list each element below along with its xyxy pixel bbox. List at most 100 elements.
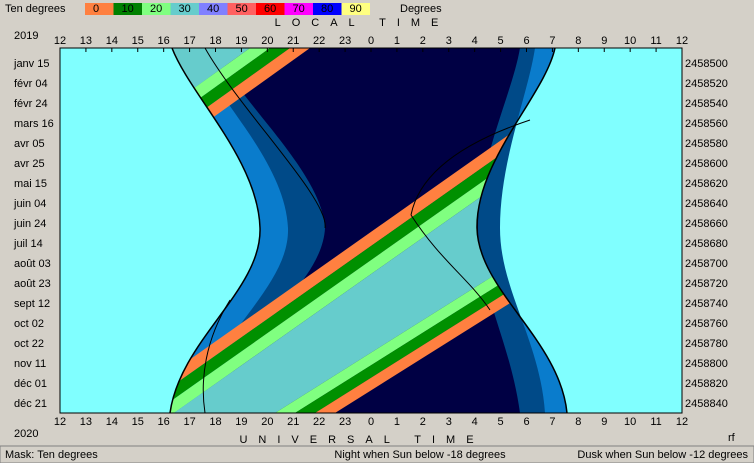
status-night: Night when Sun below -18 degrees — [334, 449, 506, 461]
legend-step: 0 — [93, 3, 99, 15]
legend-step: 20 — [150, 3, 162, 15]
date-label: juin 24 — [13, 218, 46, 230]
top-hour-label: 10 — [624, 35, 636, 47]
bottom-hour-label: 2 — [420, 416, 426, 428]
legend-step: 60 — [264, 3, 276, 15]
date-label: févr 04 — [14, 78, 48, 90]
legend-step: 80 — [321, 3, 333, 15]
object-curve — [204, 48, 326, 229]
legend-step: 70 — [293, 3, 305, 15]
top-hour-label: 15 — [132, 35, 144, 47]
date-label: mars 16 — [14, 118, 54, 130]
legend-step: 50 — [236, 3, 248, 15]
legend-swatch — [284, 3, 313, 15]
bottom-hour-label: 12 — [54, 416, 66, 428]
date-label: janv 15 — [13, 58, 49, 70]
julian-day-label: 2458520 — [685, 78, 728, 90]
bottom-hour-label: 12 — [676, 416, 688, 428]
bottom-hour-label: 16 — [158, 416, 170, 428]
legend-step: 90 — [350, 3, 362, 15]
julian-day-label: 2458700 — [685, 258, 728, 270]
top-hour-label: 17 — [183, 35, 195, 47]
top-hour-label: 19 — [235, 35, 247, 47]
plot — [60, 48, 682, 413]
julian-day-label: 2458720 — [685, 278, 728, 290]
top-hour-label: 2 — [420, 35, 426, 47]
bottom-hour-label: 14 — [106, 416, 118, 428]
object-curve — [410, 214, 491, 311]
date-label: avr 25 — [14, 158, 45, 170]
object-curve — [410, 119, 531, 216]
legend-step: 40 — [207, 3, 219, 15]
status-dusk: Dusk when Sun below -12 degrees — [577, 449, 748, 461]
top-hour-label: 12 — [676, 35, 688, 47]
julian-day-label: 2458600 — [685, 158, 728, 170]
bottom-hour-label: 18 — [209, 416, 221, 428]
top-hour-label: 13 — [80, 35, 92, 47]
light-green-band — [275, 48, 567, 413]
bottom-hour-label: 22 — [313, 416, 325, 428]
bottom-hour-label: 13 — [80, 416, 92, 428]
bottom-hour-label: 9 — [601, 416, 607, 428]
date-label: avr 05 — [14, 138, 45, 150]
top-hour-label: 1 — [394, 35, 400, 47]
top-hour-label: 21 — [287, 35, 299, 47]
bottom-hour-label: 11 — [650, 416, 661, 428]
julian-day-label: 2458620 — [685, 178, 728, 190]
julian-day-label: 2458780 — [685, 338, 728, 350]
top-axis-title: LOCAL TIME — [275, 17, 450, 29]
bottom-hour-label: 17 — [183, 416, 195, 428]
legend-unit: Degrees — [400, 3, 442, 15]
julian-day-label: 2458500 — [685, 58, 728, 70]
legend-swatch — [85, 3, 114, 15]
bottom-hour-label: 23 — [339, 416, 351, 428]
date-label: mai 15 — [14, 178, 47, 190]
green-band — [295, 48, 567, 413]
legend-swatch — [227, 3, 256, 15]
bottom-hour-label: 5 — [498, 416, 504, 428]
corner-label: rf — [728, 432, 736, 444]
top-hour-label: 12 — [54, 35, 66, 47]
date-label: févr 24 — [14, 98, 48, 110]
julian-day-label: 2458740 — [685, 298, 728, 310]
top-hour-label: 8 — [575, 35, 581, 47]
bottom-hour-label: 19 — [235, 416, 247, 428]
date-label: oct 22 — [14, 338, 44, 350]
bottom-hour-label: 3 — [446, 416, 452, 428]
date-label: juil 14 — [13, 238, 43, 250]
julian-day-label: 2458580 — [685, 138, 728, 150]
bottom-hour-label: 15 — [132, 416, 144, 428]
bottom-year: 2020 — [14, 428, 38, 440]
bottom-hour-label: 0 — [368, 416, 374, 428]
legend-step: 30 — [179, 3, 191, 15]
legend-step: 10 — [122, 3, 134, 15]
date-label: déc 01 — [14, 378, 47, 390]
orange-band — [315, 48, 567, 413]
legend-swatch — [256, 3, 285, 15]
top-hour-label: 16 — [158, 35, 170, 47]
top-hour-label: 5 — [498, 35, 504, 47]
bottom-hour-label: 7 — [549, 416, 555, 428]
top-year: 2019 — [14, 30, 38, 42]
top-hour-label: 3 — [446, 35, 452, 47]
top-hour-label: 4 — [472, 35, 478, 47]
legend-swatch — [313, 3, 342, 15]
top-hour-label: 22 — [313, 35, 325, 47]
bottom-hour-label: 4 — [472, 416, 478, 428]
legend-swatch — [341, 3, 370, 15]
top-hour-label: 20 — [261, 35, 273, 47]
rise-curve — [169, 48, 261, 413]
julian-day-label: 2458680 — [685, 238, 728, 250]
legend-swatch — [142, 3, 171, 15]
bottom-hour-label: 21 — [287, 416, 299, 428]
legend-label: Ten degrees — [5, 3, 66, 15]
julian-day-label: 2458640 — [685, 198, 728, 210]
status-mask: Mask: Ten degrees — [5, 449, 98, 461]
bottom-hour-label: 8 — [575, 416, 581, 428]
legend-swatch — [113, 3, 142, 15]
bottom-hour-label: 10 — [624, 416, 636, 428]
julian-day-label: 2458760 — [685, 318, 728, 330]
top-hour-label: 9 — [601, 35, 607, 47]
